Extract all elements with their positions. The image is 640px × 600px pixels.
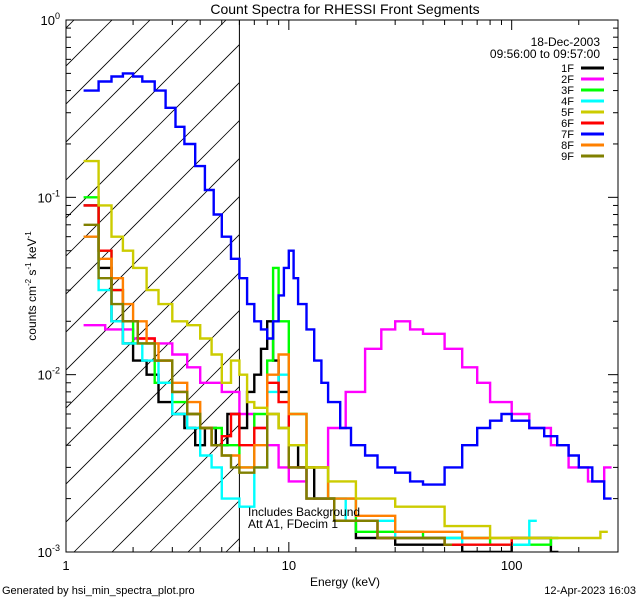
- x-tick-label: 10: [282, 558, 296, 573]
- x-axis-label: Energy (keV): [310, 575, 380, 589]
- hatch-line: [340, 0, 640, 552]
- y-tick-label: 10-1: [38, 188, 60, 205]
- y-tick-label: 10-2: [38, 366, 60, 383]
- hatched-region: [0, 0, 640, 552]
- legend-label-4F: 4F: [561, 96, 574, 108]
- hatch-line: [454, 0, 640, 552]
- series-line-8F: [83, 235, 537, 540]
- hatch-line: [302, 0, 640, 552]
- hatch-line: [264, 0, 640, 552]
- legend-label-6F: 6F: [561, 118, 574, 130]
- legend-label-8F: 8F: [561, 140, 574, 152]
- legend-label-1F: 1F: [561, 63, 574, 75]
- hatch-line: [66, 348, 240, 523]
- hatch-line: [66, 82, 240, 257]
- time-range-label: 09:56:00 to 09:57:00: [490, 47, 600, 61]
- series-layer: [83, 72, 612, 552]
- legend-label-9F: 9F: [561, 151, 574, 163]
- hatch-line: [66, 20, 151, 105]
- legend-label-2F: 2F: [561, 74, 574, 86]
- annotation-background: Includes Background: [248, 505, 360, 519]
- y-axis-label: counts cm-2 s-1 keV-1: [24, 231, 39, 341]
- series-line-7F: [83, 72, 612, 500]
- x-tick-label: 100: [501, 558, 523, 573]
- hatch-line: [530, 0, 640, 552]
- hatch-line: [66, 310, 240, 485]
- y-tick-label: 100: [41, 11, 60, 28]
- hatch-line: [378, 0, 640, 552]
- hatch-line: [416, 0, 640, 552]
- x-axis: 1 10 100: [62, 20, 619, 573]
- series-line-5F: [83, 159, 608, 540]
- series-line-9F: [83, 223, 452, 546]
- hatch-line: [0, 0, 26, 552]
- y-axis: 100 10-1 10-2 10-3: [38, 11, 618, 560]
- series-line-2F: [83, 320, 612, 483]
- hatch-line: [66, 272, 240, 447]
- footer-generated-by: Generated by hsi_min_spectra_plot.pro: [2, 585, 195, 597]
- hatch-line: [66, 44, 240, 219]
- legend-label-3F: 3F: [561, 85, 574, 97]
- hatch-line: [66, 196, 240, 371]
- hatch-line: [606, 0, 640, 552]
- footer-timestamp: 12-Apr-2023 16:03: [544, 585, 636, 597]
- hatch-line: [66, 120, 240, 295]
- hatch-line: [66, 20, 189, 143]
- legend-label-7F: 7F: [561, 129, 574, 141]
- legend-label-5F: 5F: [561, 107, 574, 119]
- x-tick-label: 1: [62, 558, 69, 573]
- hatch-line: [73, 386, 240, 552]
- chart-title: Count Spectra for RHESSI Front Segments: [210, 1, 479, 17]
- y-tick-label: 10-3: [38, 543, 60, 560]
- date-label: 18-Dec-2003: [531, 35, 601, 49]
- annotation-attenuator: Att A1, FDecim 1: [248, 517, 338, 531]
- hatch-line: [66, 20, 227, 181]
- hatch-line: [66, 158, 240, 333]
- plot-frame: [65, 19, 619, 553]
- hatch-line: [111, 424, 240, 552]
- hatch-line: [66, 234, 240, 409]
